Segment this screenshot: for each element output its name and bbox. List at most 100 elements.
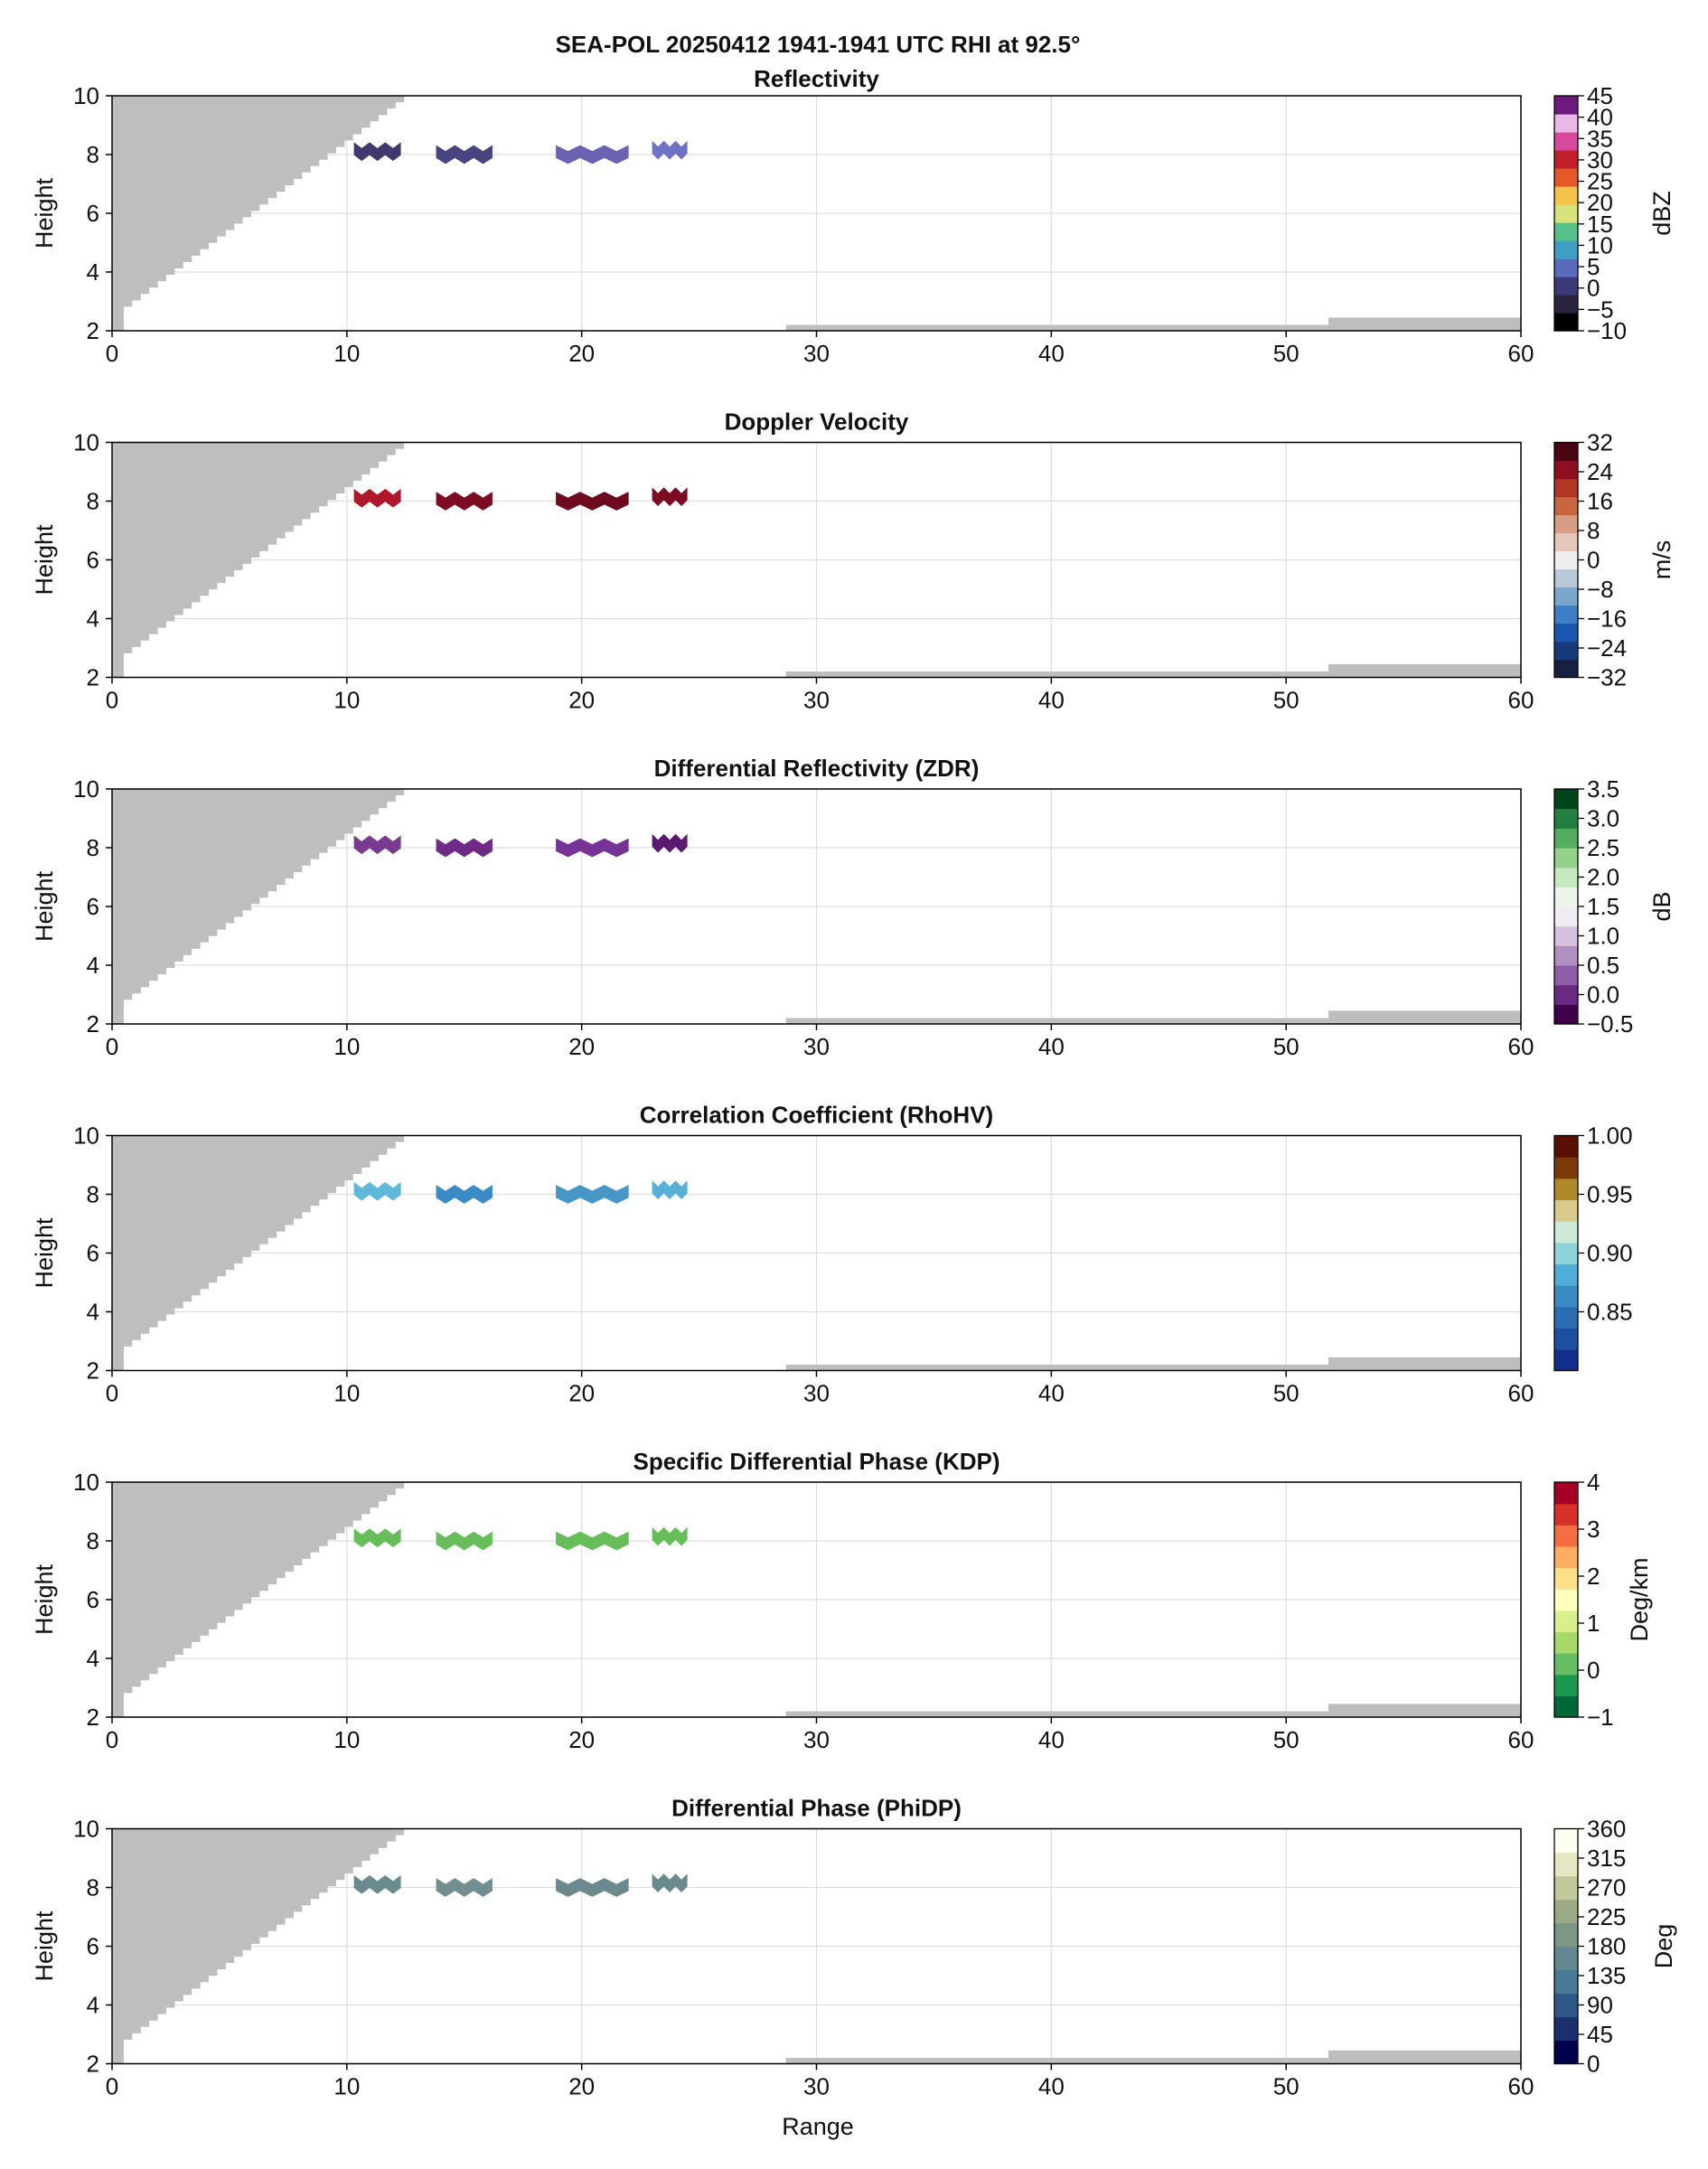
y-tick-label: 2 xyxy=(87,2051,99,2078)
colorbar-segment xyxy=(1554,1263,1578,1286)
colorbar-segment xyxy=(1554,789,1578,810)
colorbar-segment xyxy=(1554,1004,1578,1025)
colorbar-segment xyxy=(1554,605,1578,624)
y-tick-label: 6 xyxy=(87,893,99,920)
x-tick-label: 40 xyxy=(1038,1380,1065,1407)
colorbar-label: dB xyxy=(1648,891,1675,921)
echo-band xyxy=(556,1185,629,1204)
x-tick-label: 20 xyxy=(568,340,595,367)
y-tick-label: 2 xyxy=(87,664,99,691)
x-axis-label: Range xyxy=(782,2113,854,2140)
colorbar-segment xyxy=(1554,568,1578,588)
y-tick-label: 6 xyxy=(87,547,99,574)
colorbar-segment xyxy=(1554,442,1578,462)
colorbar-tick-label: 16 xyxy=(1587,488,1613,515)
x-tick-label: 30 xyxy=(803,1033,830,1060)
colorbar-segment xyxy=(1554,906,1578,927)
colorbar-tick-label: −8 xyxy=(1587,576,1614,603)
colorbar-segment xyxy=(1554,222,1578,241)
y-tick-label: 8 xyxy=(87,834,99,861)
figure-suptitle: SEA-POL 20250412 1941-1941 UTC RHI at 92… xyxy=(556,31,1081,58)
colorbar-segment xyxy=(1554,1567,1578,1590)
colorbar-tick-label: −5 xyxy=(1587,296,1614,323)
colorbar-frame xyxy=(1553,95,1579,332)
colorbar-segment xyxy=(1554,808,1578,829)
colorbar-segment xyxy=(1554,186,1578,205)
panel-5: Specific Differential Phase (KDP)0 10 20 30… xyxy=(31,1448,1653,1753)
echo-band xyxy=(353,488,401,508)
colorbar-segment xyxy=(1554,1545,1578,1569)
ground-strip xyxy=(785,1711,1328,1717)
x-tick-label: 10 xyxy=(333,687,360,714)
colorbar-tick-label: 4 xyxy=(1587,1469,1600,1496)
y-axis-label: Height xyxy=(31,870,58,942)
y-tick-label: 10 xyxy=(73,775,99,803)
blocked-region xyxy=(112,789,413,1024)
colorbar-segment xyxy=(1554,984,1578,1005)
colorbar-segment xyxy=(1554,1589,1578,1611)
x-tick-label: 0 xyxy=(106,340,118,367)
x-tick-label: 40 xyxy=(1038,340,1065,367)
colorbar-label: dBZ xyxy=(1648,191,1675,236)
colorbar-segment xyxy=(1554,514,1578,534)
x-tick-label: 0 xyxy=(106,2073,118,2100)
y-tick-label: 6 xyxy=(87,200,99,227)
ground-strip xyxy=(785,671,1328,678)
y-tick-label: 8 xyxy=(87,1527,99,1554)
colorbar-segment xyxy=(1554,1482,1578,1505)
colorbar-tick-label: 180 xyxy=(1587,1933,1626,1960)
colorbar-segment xyxy=(1554,313,1578,332)
colorbar-tick-label: 0.95 xyxy=(1587,1181,1633,1208)
echo-band xyxy=(353,1528,401,1548)
echo-band xyxy=(556,1878,629,1897)
colorbar-tick-label: 225 xyxy=(1587,1903,1626,1930)
y-tick-label: 4 xyxy=(87,952,99,979)
x-tick-label: 60 xyxy=(1508,340,1534,367)
colorbar-segment xyxy=(1554,114,1578,133)
y-tick-label: 2 xyxy=(87,317,99,344)
x-tick-label: 50 xyxy=(1273,2073,1300,2100)
x-tick-label: 40 xyxy=(1038,2073,1065,2100)
colorbar-segment xyxy=(1554,1922,1578,1948)
colorbar-frame xyxy=(1553,1481,1579,1718)
ground-strip xyxy=(785,1018,1328,1024)
x-tick-label: 0 xyxy=(106,687,118,714)
colorbar-tick-label: −1 xyxy=(1587,1704,1614,1731)
colorbar-tick-label: 25 xyxy=(1587,168,1613,195)
colorbar-segment xyxy=(1554,1221,1578,1244)
echo-band xyxy=(652,1526,688,1546)
y-tick-label: 8 xyxy=(87,1181,99,1208)
x-tick-label: 10 xyxy=(333,2073,360,2100)
colorbar-segment xyxy=(1554,132,1578,151)
colorbar-segment xyxy=(1554,1674,1578,1696)
colorbar-segment xyxy=(1554,277,1578,296)
echo-band xyxy=(652,1180,688,1199)
colorbar-segment xyxy=(1554,204,1578,223)
colorbar-tick-label: 0.85 xyxy=(1587,1299,1633,1326)
colorbar-segment xyxy=(1554,1306,1578,1329)
y-axis-label: Height xyxy=(31,1911,58,1982)
echo-band xyxy=(556,145,629,164)
y-tick-label: 2 xyxy=(87,1010,99,1038)
colorbar-tick-label: 24 xyxy=(1587,458,1613,485)
colorbar-segment xyxy=(1554,240,1578,259)
y-tick-label: 8 xyxy=(87,488,99,515)
colorbar-segment xyxy=(1554,1610,1578,1633)
colorbar-tick-label: 2.0 xyxy=(1587,864,1619,891)
x-tick-label: 50 xyxy=(1273,1726,1300,1753)
colorbar-tick-label: 3 xyxy=(1587,1516,1600,1543)
echo-band xyxy=(652,487,688,506)
y-tick-label: 10 xyxy=(73,1469,99,1496)
colorbar-segment xyxy=(1554,2016,1578,2042)
x-tick-label: 40 xyxy=(1038,687,1065,714)
colorbar-segment xyxy=(1554,2040,1578,2065)
colorbar-segment xyxy=(1554,623,1578,643)
y-tick-label: 4 xyxy=(87,1299,99,1326)
blocked-region xyxy=(112,442,413,678)
colorbar-tick-label: 2.5 xyxy=(1587,834,1619,861)
colorbar-tick-label: 0 xyxy=(1587,1657,1600,1684)
echo-band xyxy=(556,1531,629,1551)
echo-band xyxy=(353,142,401,162)
colorbar-segment xyxy=(1554,1135,1578,1158)
